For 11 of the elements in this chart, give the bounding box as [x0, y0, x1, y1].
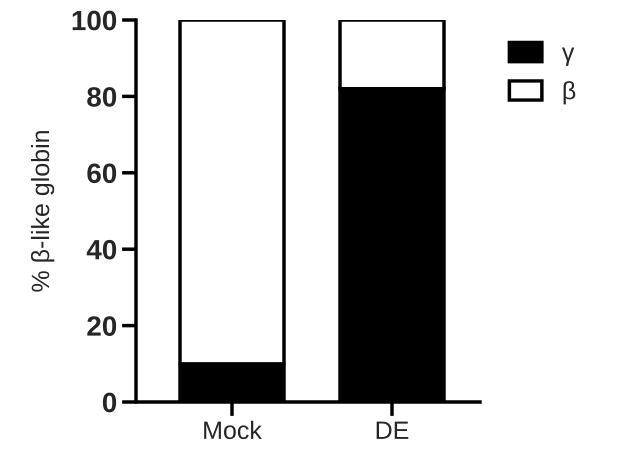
y-tick-label: 100	[72, 10, 116, 30]
legend-label: γ	[562, 48, 574, 66]
x-tick-label: DE	[376, 422, 408, 439]
y-tick-label: 80	[87, 87, 116, 107]
y-tick-label: 40	[86, 240, 116, 260]
y-tick-label: 0	[102, 392, 116, 412]
y-tick-label: 20	[87, 316, 116, 336]
y-tick-label: 60	[87, 163, 116, 184]
y-axis-title: % β-like globin	[30, 131, 54, 292]
legend-label: β	[564, 81, 576, 104]
x-tick-label: Mock	[204, 420, 262, 440]
